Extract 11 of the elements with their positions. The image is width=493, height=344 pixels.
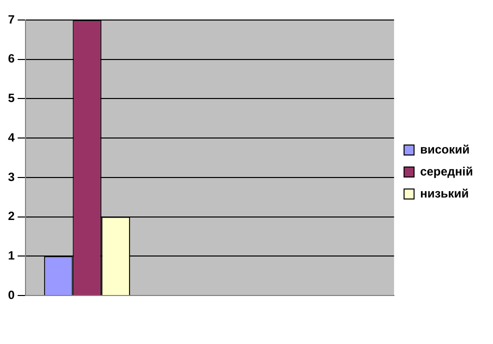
- y-tick-label: 5: [8, 91, 15, 106]
- y-tick-label: 4: [8, 130, 15, 144]
- y-tick-label: 1: [8, 248, 15, 263]
- y-tick-label: 2: [8, 209, 15, 224]
- y-tick-label: 0: [8, 288, 15, 302]
- legend-label: високий: [420, 142, 470, 156]
- legend-label: середній: [420, 164, 474, 178]
- y-tick-label: 7: [8, 12, 15, 26]
- legend-label: низький: [420, 186, 469, 200]
- y-tick-label: 3: [8, 170, 15, 184]
- y-tick-label: 6: [8, 52, 15, 66]
